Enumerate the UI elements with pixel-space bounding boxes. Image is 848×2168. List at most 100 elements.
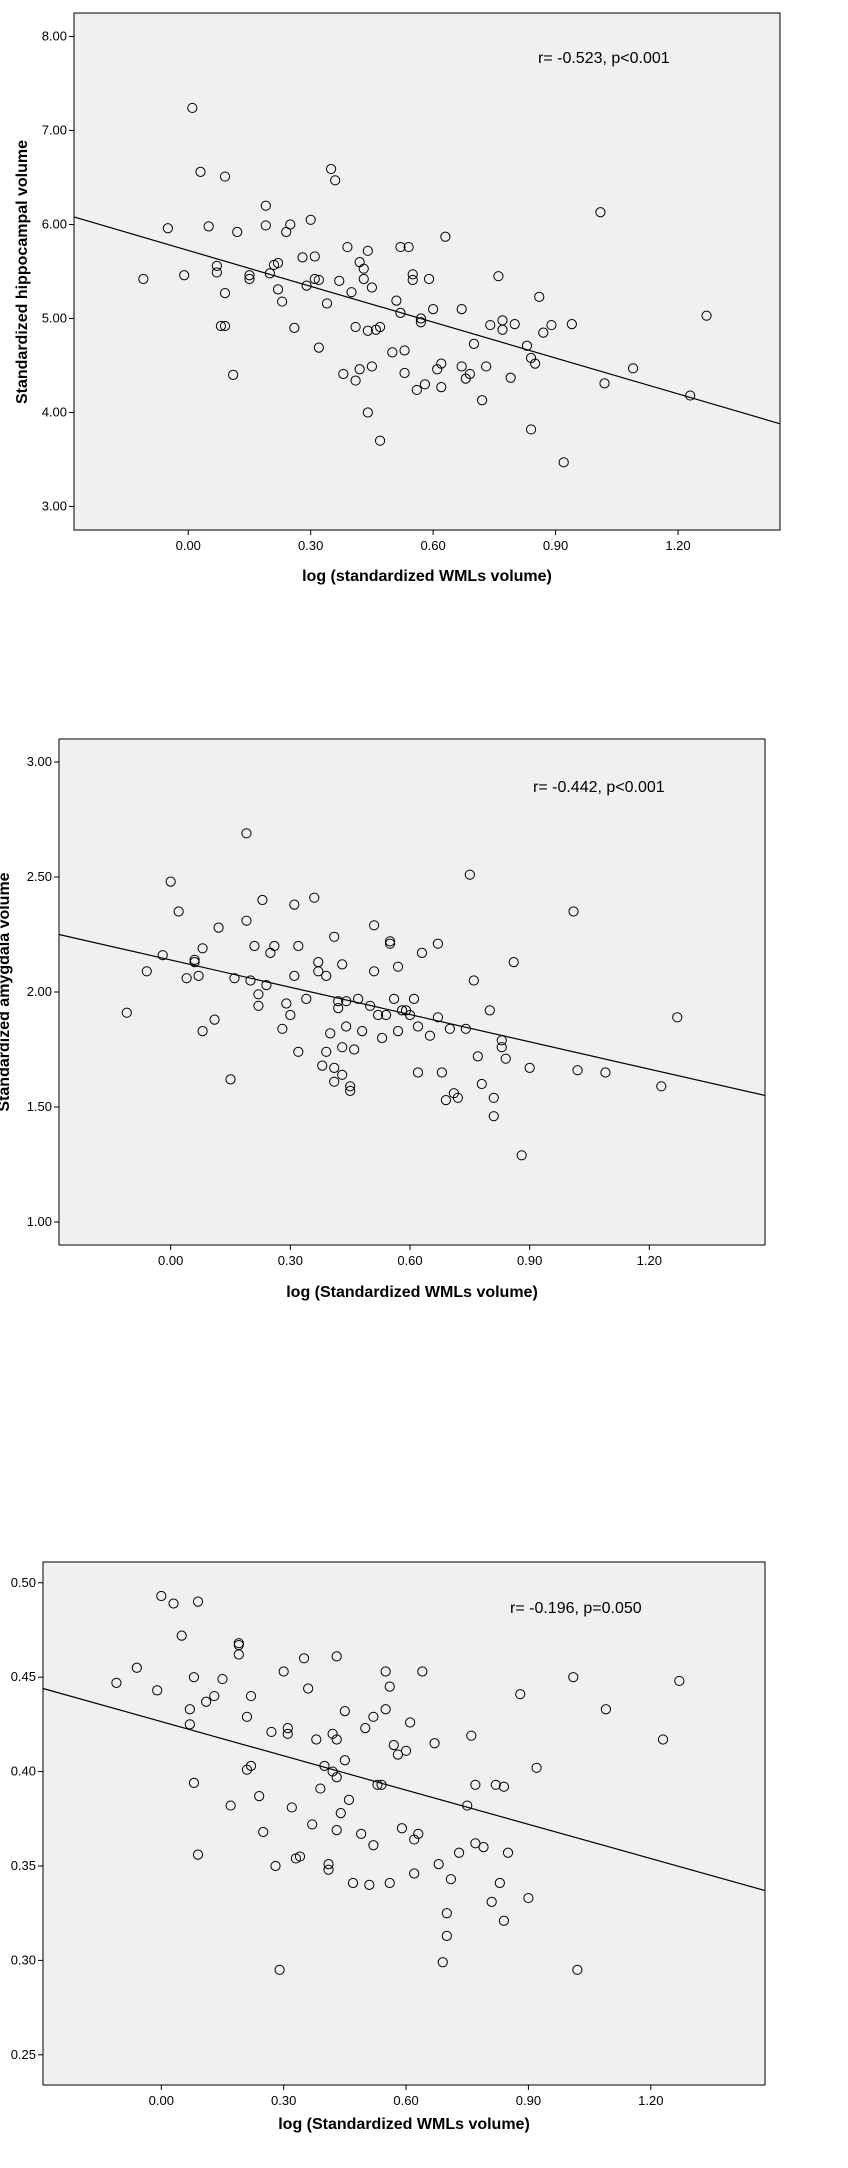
data-point — [436, 358, 447, 369]
x-axis-title-2: log (Standardized WMLs volume) — [286, 1284, 538, 1301]
x-axis-title-3: log (Standardized WMLs volume) — [278, 2116, 530, 2133]
data-point — [380, 1666, 391, 1677]
data-point — [403, 241, 414, 253]
data-point — [285, 1009, 296, 1021]
data-point — [436, 382, 447, 393]
y-tick-label: 6.00 — [42, 217, 67, 232]
data-point — [481, 361, 492, 372]
data-point — [331, 1772, 342, 1783]
data-point — [415, 317, 426, 328]
x-axis-3: 0.00 0.30 0.60 0.90 1.20 — [149, 2085, 663, 2108]
data-point — [369, 920, 380, 931]
data-point — [197, 1026, 208, 1037]
data-point — [508, 957, 519, 968]
data-point — [272, 257, 284, 269]
plot-area-3 — [42, 1561, 766, 2086]
data-point — [456, 361, 467, 372]
data-point — [441, 1930, 452, 1941]
data-point — [392, 1749, 403, 1760]
y-tick-label: 0.30 — [11, 1952, 36, 1967]
data-point — [415, 313, 426, 324]
data-point — [215, 320, 227, 332]
data-point — [337, 959, 348, 970]
x-tick-label: 1.20 — [637, 1253, 662, 1268]
data-point — [343, 1794, 355, 1805]
data-point — [339, 1706, 350, 1717]
data-point — [399, 367, 410, 379]
data-point — [452, 1092, 463, 1103]
data-point — [400, 1745, 412, 1756]
data-point — [391, 295, 402, 306]
data-point — [413, 1828, 424, 1839]
data-point — [416, 947, 428, 959]
data-point — [293, 940, 304, 952]
data-points-2 — [121, 828, 683, 1161]
data-point — [301, 280, 312, 291]
data-point — [384, 936, 396, 947]
data-point — [462, 1800, 473, 1811]
data-point — [189, 957, 200, 968]
data-point — [325, 1028, 336, 1039]
data-point — [368, 1840, 379, 1851]
data-point — [362, 407, 373, 418]
data-point — [470, 1779, 481, 1790]
data-point — [333, 1003, 344, 1014]
data-point — [277, 296, 288, 307]
data-point — [245, 1760, 257, 1772]
data-point — [331, 1651, 342, 1662]
data-point — [162, 223, 173, 234]
data-point — [333, 996, 344, 1007]
data-point — [572, 1065, 583, 1076]
data-point — [264, 268, 275, 279]
data-point — [217, 1673, 228, 1685]
data-point — [432, 1012, 444, 1023]
data-point — [468, 338, 480, 349]
data-point — [374, 321, 386, 333]
data-point — [516, 1150, 527, 1161]
data-point — [493, 271, 504, 282]
data-point — [315, 1783, 326, 1794]
data-point — [396, 1823, 408, 1834]
data-point — [173, 906, 184, 917]
data-point — [572, 1964, 583, 1975]
data-point — [141, 966, 152, 977]
data-point — [274, 1964, 285, 1975]
data-point — [534, 291, 545, 302]
data-point — [244, 270, 255, 281]
data-point — [334, 275, 345, 286]
data-point — [269, 940, 280, 952]
data-point — [521, 340, 533, 351]
data-point — [211, 267, 222, 278]
data-point — [368, 1711, 379, 1722]
correlation-annotation-1: r= -0.523, p<0.001 — [538, 50, 670, 67]
data-point — [362, 325, 373, 336]
data-point — [672, 1012, 683, 1023]
data-point — [297, 252, 308, 263]
data-point — [685, 390, 696, 401]
data-point — [600, 1704, 612, 1715]
data-point — [358, 273, 369, 285]
data-point — [384, 1681, 395, 1692]
plot-area-2 — [58, 738, 766, 1246]
data-point — [657, 1734, 669, 1745]
data-point — [289, 322, 300, 333]
data-point — [317, 1060, 328, 1071]
data-point — [436, 1067, 448, 1078]
data-point — [229, 973, 240, 984]
data-point — [433, 1858, 444, 1870]
data-point — [428, 304, 439, 315]
data-point — [347, 1877, 359, 1889]
data-point — [599, 378, 610, 389]
data-point — [301, 993, 312, 1005]
data-point — [404, 1009, 416, 1021]
y-tick-label: 0.45 — [11, 1669, 36, 1684]
data-point — [674, 1675, 685, 1687]
data-point — [346, 287, 357, 298]
data-point — [478, 1842, 489, 1853]
data-point — [460, 1023, 471, 1034]
y-axis-title-2: Standardized amygdala volume — [0, 872, 13, 1111]
data-point — [111, 1677, 122, 1688]
data-point — [445, 1874, 457, 1885]
y-tick-label: 1.00 — [27, 1214, 52, 1229]
data-point — [429, 1738, 440, 1749]
